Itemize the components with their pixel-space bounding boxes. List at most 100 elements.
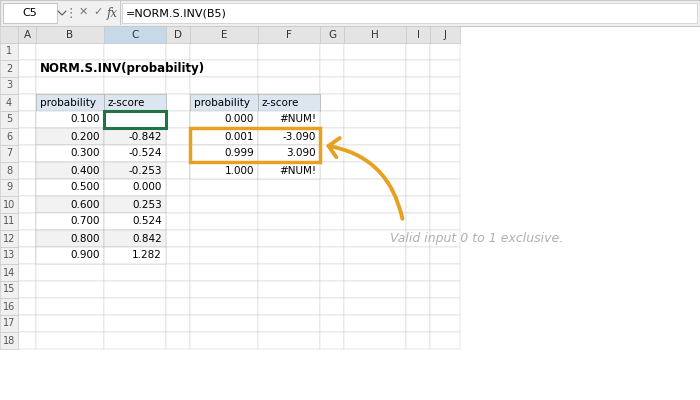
Bar (344, 213, 406, 230)
Text: 1: 1 (6, 46, 12, 56)
Bar (18, 298, 36, 315)
Bar (18, 332, 36, 349)
Bar (0, 179, 18, 196)
Text: ⋮: ⋮ (64, 6, 77, 20)
Text: 1.000: 1.000 (225, 166, 254, 176)
Bar (0, 0, 700, 26)
Text: 3: 3 (6, 80, 12, 90)
Bar (36, 213, 104, 230)
Bar (344, 162, 406, 179)
Bar (0, 162, 18, 179)
Bar (320, 77, 344, 94)
Bar (0, 43, 18, 60)
Bar (258, 332, 320, 349)
Bar (104, 77, 166, 94)
Bar (190, 162, 258, 179)
Bar (320, 298, 344, 315)
Bar (406, 111, 430, 128)
Bar (0, 77, 18, 94)
Bar (344, 43, 406, 60)
Bar (36, 247, 104, 264)
Bar (406, 213, 430, 230)
Bar (344, 94, 406, 111)
Bar (406, 145, 430, 162)
Bar (190, 145, 258, 162)
Bar (320, 179, 344, 196)
Bar (36, 145, 104, 162)
Bar (258, 77, 320, 94)
Bar (18, 281, 36, 298)
Bar (104, 128, 166, 145)
Text: 0.253: 0.253 (132, 200, 162, 210)
Bar (104, 145, 166, 162)
Text: H: H (371, 30, 379, 40)
Bar (258, 94, 320, 111)
Bar (430, 94, 460, 111)
Bar (166, 315, 190, 332)
Bar (190, 94, 258, 111)
Bar (430, 43, 460, 60)
Bar (406, 230, 430, 247)
Text: -3.090: -3.090 (283, 132, 316, 142)
Bar (430, 179, 460, 196)
Bar (430, 264, 460, 281)
Bar (36, 145, 104, 162)
Bar (344, 60, 406, 77)
Bar (104, 94, 166, 111)
Bar (258, 128, 320, 145)
Bar (190, 94, 258, 111)
Bar (190, 162, 258, 179)
Bar (18, 213, 36, 230)
Bar (36, 196, 104, 213)
Bar (190, 145, 258, 162)
Bar (0, 94, 18, 111)
Text: #NUM!: #NUM! (279, 114, 316, 124)
Text: 0.500: 0.500 (71, 182, 100, 192)
Bar (430, 60, 460, 77)
Bar (104, 94, 166, 111)
Text: -0.842: -0.842 (129, 132, 162, 142)
Bar (258, 264, 320, 281)
Bar (166, 111, 190, 128)
Bar (190, 43, 258, 60)
Bar (320, 128, 344, 145)
Bar (18, 179, 36, 196)
Bar (104, 298, 166, 315)
Bar (190, 264, 258, 281)
Bar (406, 315, 430, 332)
Bar (104, 60, 166, 77)
Bar (166, 94, 190, 111)
Bar (0, 196, 18, 213)
Bar (258, 145, 320, 162)
Bar (36, 94, 104, 111)
Bar (344, 230, 406, 247)
Bar (258, 128, 320, 145)
Bar (406, 26, 430, 43)
Text: J: J (444, 30, 447, 40)
Bar (190, 128, 258, 145)
Bar (18, 94, 36, 111)
Text: 17: 17 (3, 318, 15, 328)
Bar (36, 264, 104, 281)
Bar (430, 315, 460, 332)
Text: 1.282: 1.282 (132, 250, 162, 260)
Bar (258, 162, 320, 179)
Bar (430, 298, 460, 315)
Bar (430, 77, 460, 94)
Text: 0.100: 0.100 (71, 114, 100, 124)
Bar (104, 111, 166, 128)
Bar (0, 247, 18, 264)
Bar (166, 264, 190, 281)
Bar (320, 162, 344, 179)
Bar (258, 315, 320, 332)
Bar (344, 247, 406, 264)
Bar (36, 298, 104, 315)
Text: 16: 16 (3, 302, 15, 312)
Bar (36, 315, 104, 332)
Text: 0.200: 0.200 (71, 132, 100, 142)
Bar (320, 60, 344, 77)
Text: 4: 4 (6, 98, 12, 108)
Bar (0, 60, 18, 77)
Bar (18, 128, 36, 145)
Bar (166, 26, 190, 43)
